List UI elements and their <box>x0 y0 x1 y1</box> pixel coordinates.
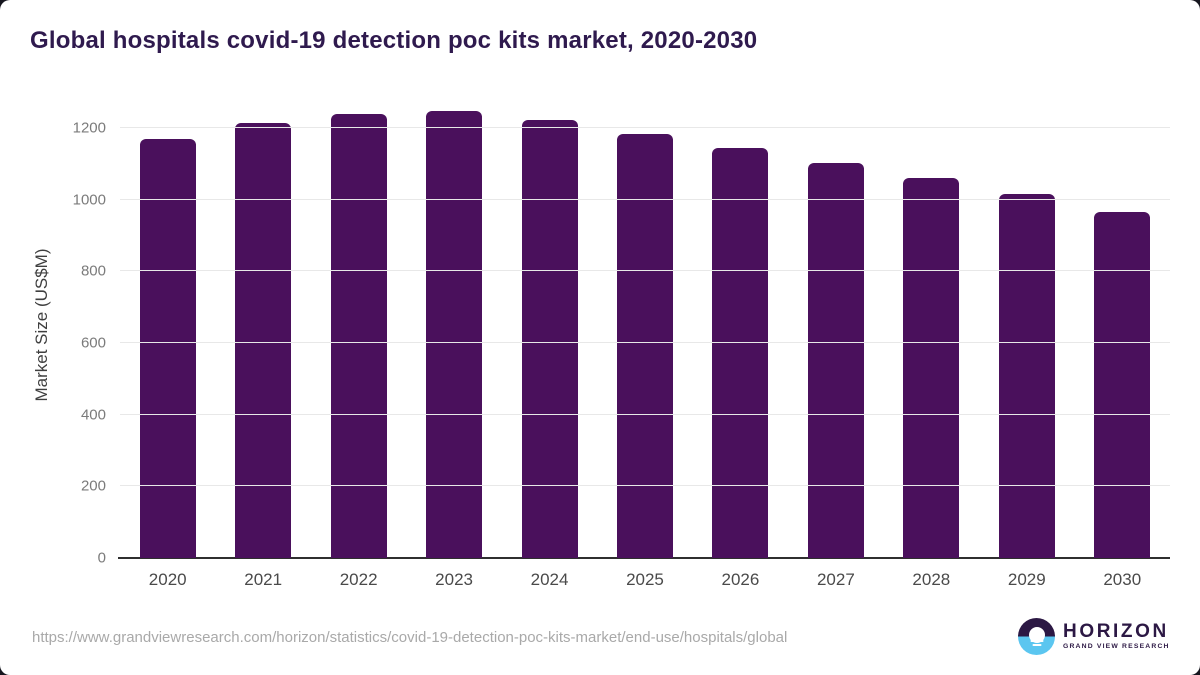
x-tick-label-2030: 2030 <box>1103 570 1142 589</box>
source-url: https://www.grandviewresearch.com/horizo… <box>32 629 788 646</box>
gridline-200 <box>120 485 1170 487</box>
bar-slot-2021: 2021 <box>215 98 310 589</box>
bar-2025 <box>616 133 673 558</box>
bar-2029 <box>998 194 1055 558</box>
x-axis-line <box>118 557 1170 559</box>
logo-text: HORIZON GRAND VIEW RESEARCH <box>1063 622 1170 651</box>
plot-area: 2020 2021 2022 2023 2024 2025 2026 2027 2028 2029… <box>73 98 1170 589</box>
gridline-1200 <box>120 127 1170 128</box>
bar-slot-2027: 2027 <box>788 98 883 589</box>
y-tick-label-1200: 1200 <box>72 119 106 137</box>
sun-shape <box>1028 626 1045 643</box>
bar-slot-2028: 2028 <box>884 98 979 589</box>
gridline-1000 <box>120 198 1170 200</box>
bar-2026 <box>712 148 769 558</box>
bar-2022 <box>330 113 387 558</box>
bar-2023 <box>426 111 483 558</box>
gridline-800 <box>120 270 1170 272</box>
x-tick-label-2027: 2027 <box>816 570 855 589</box>
bar-slot-2026: 2026 <box>693 98 788 589</box>
bar-2024 <box>521 120 578 558</box>
bar-2020 <box>139 138 196 558</box>
x-tick-label-2025: 2025 <box>626 570 664 589</box>
gridline-600 <box>120 342 1170 343</box>
logo-title: HORIZON <box>1063 621 1169 643</box>
chart-title: Global hospitals covid-19 detection poc … <box>30 27 758 54</box>
y-tick-label-400: 400 <box>80 406 106 424</box>
logo-subtitle: GRAND VIEW RESEARCH <box>1063 643 1170 651</box>
horizon-logo: HORIZON GRAND VIEW RESEARCH <box>1018 618 1170 655</box>
y-tick-label-1000: 1000 <box>72 191 106 209</box>
bar-slot-2023: 2023 <box>406 98 501 589</box>
bar-slot-2030: 2030 <box>1075 98 1170 589</box>
bar-2021 <box>235 123 292 558</box>
gridline-400 <box>120 413 1170 415</box>
bar-slot-2025: 2025 <box>597 98 692 589</box>
bar-slot-2020: 2020 <box>120 98 215 589</box>
bar-slot-2022: 2022 <box>311 98 406 589</box>
x-tick-label-2029: 2029 <box>1007 570 1046 589</box>
y-tick-label-0: 0 <box>97 549 106 567</box>
x-tick-label-2021: 2021 <box>244 570 283 589</box>
bar-series: 2020 2021 2022 2023 2024 2025 2026 2027 2028 2029… <box>120 98 1170 589</box>
x-tick-label-2023: 2023 <box>435 570 473 589</box>
horizon-sun-icon <box>1018 618 1055 655</box>
bar-2027 <box>807 163 864 558</box>
bar-slot-2029: 2029 <box>979 98 1074 589</box>
x-tick-label-2022: 2022 <box>339 570 378 589</box>
y-tick-label-600: 600 <box>80 334 106 352</box>
wave-line <box>1030 640 1043 642</box>
x-tick-label-2028: 2028 <box>912 570 951 589</box>
wave-line <box>1032 644 1041 646</box>
x-tick-label-2020: 2020 <box>148 570 187 589</box>
bar-slot-2024: 2024 <box>502 98 597 589</box>
x-tick-label-2024: 2024 <box>530 570 569 589</box>
y-tick-label-800: 800 <box>80 262 106 280</box>
y-tick-label-200: 200 <box>80 477 106 495</box>
x-tick-label-2026: 2026 <box>721 570 760 589</box>
bar-2028 <box>903 178 960 558</box>
bar-2030 <box>1094 211 1151 558</box>
y-axis-title: Market Size (US$M) <box>32 248 51 402</box>
